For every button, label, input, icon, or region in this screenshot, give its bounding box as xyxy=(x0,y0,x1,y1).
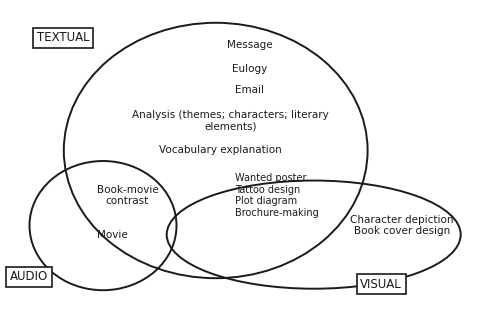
Text: Character depiction
Book cover design: Character depiction Book cover design xyxy=(350,215,454,236)
Text: Book-movie
contrast: Book-movie contrast xyxy=(96,185,158,206)
Text: Wanted poster
Tattoo design
Plot diagram
Brochure-making: Wanted poster Tattoo design Plot diagram… xyxy=(236,173,319,218)
Text: Analysis (themes; characters; literary
elements): Analysis (themes; characters; literary e… xyxy=(132,110,329,131)
Text: Email: Email xyxy=(236,85,264,95)
Text: Movie: Movie xyxy=(98,230,128,240)
Text: VISUAL: VISUAL xyxy=(360,278,402,291)
Text: TEXTUAL: TEXTUAL xyxy=(37,31,90,44)
Text: Message: Message xyxy=(227,40,273,50)
Text: AUDIO: AUDIO xyxy=(10,270,48,283)
Text: Vocabulary explanation: Vocabulary explanation xyxy=(159,146,282,156)
Text: Eulogy: Eulogy xyxy=(232,64,268,74)
